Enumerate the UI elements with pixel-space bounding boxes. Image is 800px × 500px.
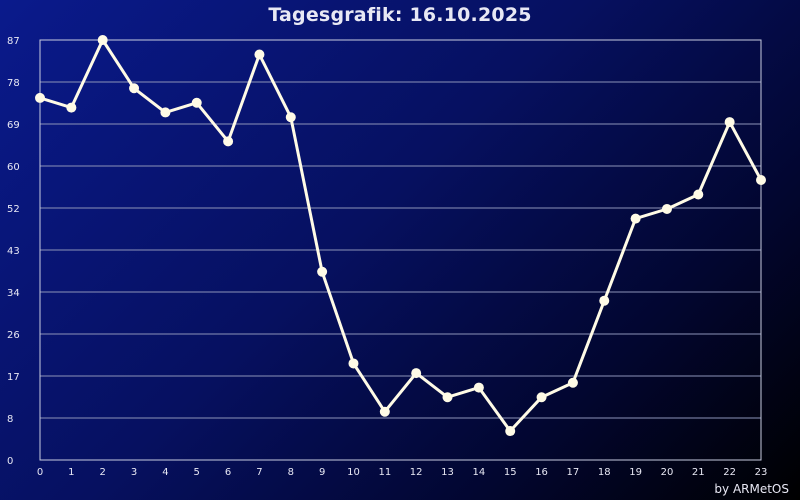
data-point bbox=[129, 83, 140, 94]
data-point bbox=[599, 295, 610, 306]
x-tick-label: 9 bbox=[319, 467, 325, 478]
x-tick-label: 22 bbox=[723, 467, 736, 478]
x-tick-label: 1 bbox=[68, 467, 74, 478]
data-point bbox=[661, 203, 672, 214]
y-axis-ticks: 0 8 17 26 34 43 52 60 69 78 87 bbox=[7, 36, 20, 467]
x-tick-label: 16 bbox=[535, 467, 548, 478]
x-tick-label: 23 bbox=[755, 467, 768, 478]
x-tick-label: 12 bbox=[410, 467, 423, 478]
x-tick-label: 4 bbox=[162, 467, 168, 478]
data-point bbox=[473, 382, 484, 393]
y-tick-label: 78 bbox=[7, 78, 20, 89]
data-point bbox=[442, 392, 453, 403]
y-tick-label: 52 bbox=[7, 204, 20, 215]
y-tick-label: 0 bbox=[7, 456, 13, 467]
x-tick-label: 18 bbox=[598, 467, 611, 478]
data-point bbox=[160, 107, 171, 118]
y-tick-label: 26 bbox=[7, 330, 20, 341]
data-point bbox=[756, 175, 766, 185]
y-tick-label: 60 bbox=[7, 162, 20, 173]
data-points bbox=[35, 35, 766, 437]
grid-lines bbox=[40, 81, 761, 419]
data-point bbox=[411, 368, 422, 379]
plot-frame bbox=[39, 39, 762, 461]
data-point bbox=[35, 92, 45, 103]
data-point bbox=[191, 97, 202, 108]
x-tick-label: 17 bbox=[567, 467, 580, 478]
y-tick-label: 34 bbox=[7, 288, 20, 299]
x-tick-label: 19 bbox=[629, 467, 642, 478]
x-tick-label: 0 bbox=[37, 467, 43, 478]
x-tick-label: 11 bbox=[378, 467, 391, 478]
x-tick-label: 20 bbox=[661, 467, 674, 478]
data-point bbox=[97, 35, 108, 45]
y-tick-label: 17 bbox=[7, 372, 20, 383]
x-tick-label: 7 bbox=[256, 467, 262, 478]
x-tick-label: 6 bbox=[225, 467, 231, 478]
data-point bbox=[693, 189, 704, 200]
y-tick-label: 87 bbox=[7, 36, 20, 47]
series-line bbox=[39, 38, 763, 433]
y-tick-label: 8 bbox=[7, 414, 13, 425]
x-tick-label: 3 bbox=[131, 467, 137, 478]
data-point bbox=[223, 136, 234, 147]
data-point bbox=[505, 426, 516, 437]
data-point bbox=[254, 49, 265, 60]
data-point bbox=[724, 117, 735, 128]
x-tick-label: 15 bbox=[504, 467, 517, 478]
x-tick-label: 8 bbox=[288, 467, 294, 478]
x-tick-label: 13 bbox=[441, 467, 454, 478]
x-tick-label: 10 bbox=[347, 467, 360, 478]
data-point bbox=[285, 112, 296, 123]
footer-credit: by ARMetOS bbox=[714, 482, 789, 496]
y-tick-label: 69 bbox=[7, 120, 20, 131]
x-tick-label: 5 bbox=[194, 467, 200, 478]
data-point bbox=[630, 213, 641, 224]
x-tick-label: 2 bbox=[100, 467, 106, 478]
data-point bbox=[536, 392, 547, 403]
x-axis-ticks: 0 1 2 3 4 5 6 7 8 9 10 11 12 13 14 15 16 17 18 19 20 21 22 23 bbox=[37, 467, 768, 478]
data-point bbox=[379, 406, 390, 417]
data-point bbox=[66, 102, 77, 113]
y-tick-label: 43 bbox=[7, 246, 20, 257]
chart-title: Tagesgrafik: 16.10.2025 bbox=[268, 4, 532, 26]
x-tick-label: 14 bbox=[473, 467, 486, 478]
x-tick-label: 21 bbox=[692, 467, 705, 478]
data-point bbox=[567, 377, 578, 388]
data-point bbox=[348, 358, 359, 369]
data-point bbox=[317, 266, 328, 277]
